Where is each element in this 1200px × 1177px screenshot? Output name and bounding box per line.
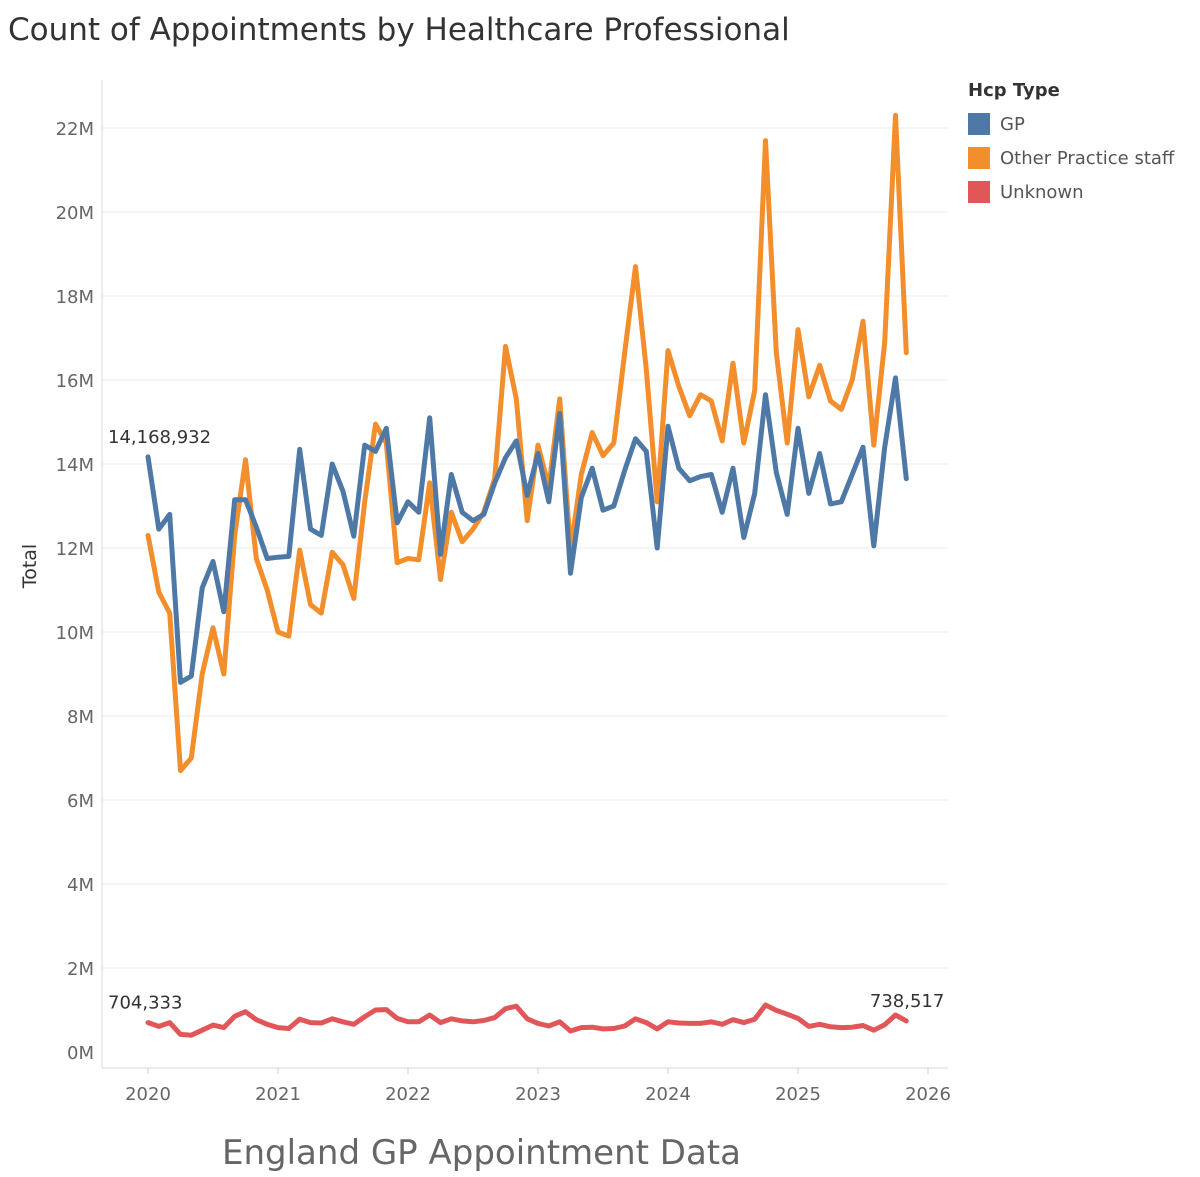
x-tick-label: 2020 (125, 1084, 171, 1105)
legend-item-gp[interactable]: GP (968, 107, 1174, 141)
data-annotation: 738,517 (870, 991, 944, 1012)
legend-label-gp: GP (1000, 113, 1025, 135)
series-line-unknown (145, 1002, 909, 1038)
y-tick-label: 14M (56, 455, 94, 476)
footer-caption: England GP Appointment Data (222, 1133, 741, 1173)
x-tick-label: 2023 (515, 1084, 561, 1105)
x-tick-label: 2022 (385, 1084, 431, 1105)
chart-title: Count of Appointments by Healthcare Prof… (8, 12, 790, 48)
x-tick-label: 2024 (645, 1084, 691, 1105)
series-lines (145, 112, 909, 1038)
legend-label-unknown: Unknown (1000, 181, 1084, 203)
legend-label-other-practice-staff: Other Practice staff (1000, 147, 1175, 169)
x-tick-label: 2026 (905, 1084, 951, 1105)
x-tick-label: 2025 (775, 1084, 821, 1105)
y-tick-label: 4M (67, 875, 94, 896)
gridlines (102, 127, 948, 969)
y-tick-label: 10M (56, 623, 94, 644)
y-tick-label: 20M (56, 203, 94, 224)
legend-swatch-other-practice-staff (968, 147, 990, 169)
x-tick-label: 2021 (255, 1084, 301, 1105)
axes (101, 80, 948, 1069)
data-annotation: 704,333 (108, 993, 182, 1014)
x-axis-ticks: 2020 2021 2022 2023 2024 2025 2026 (125, 1068, 951, 1105)
series-line-gp (145, 375, 909, 685)
series-line-other-practice-staff (145, 112, 909, 774)
legend-swatch-unknown (968, 181, 990, 203)
y-tick-label: 22M (56, 119, 94, 140)
y-tick-label: 0M (67, 1043, 94, 1064)
y-tick-label: 16M (56, 371, 94, 392)
legend-swatch-gp (968, 113, 990, 135)
y-axis-label: Total (19, 544, 41, 589)
y-tick-label: 2M (67, 959, 94, 980)
y-tick-label: 6M (67, 791, 94, 812)
legend-title: Hcp Type (968, 80, 1060, 101)
y-tick-label: 18M (56, 287, 94, 308)
legend-item-other-practice-staff[interactable]: Other Practice staff (968, 141, 1174, 175)
data-annotations: 14,168,932 704,333 738,517 (108, 427, 944, 1014)
legend: Hcp Type GP Other Practice staff Unknown (968, 80, 1174, 209)
y-tick-label: 8M (67, 707, 94, 728)
y-axis-ticks: 0M 2M 4M 6M 8M 10M 12M 14M 16M 18M 20M 22M (56, 119, 94, 1064)
y-tick-label: 12M (56, 539, 94, 560)
legend-item-unknown[interactable]: Unknown (968, 175, 1174, 209)
data-annotation: 14,168,932 (108, 427, 211, 448)
